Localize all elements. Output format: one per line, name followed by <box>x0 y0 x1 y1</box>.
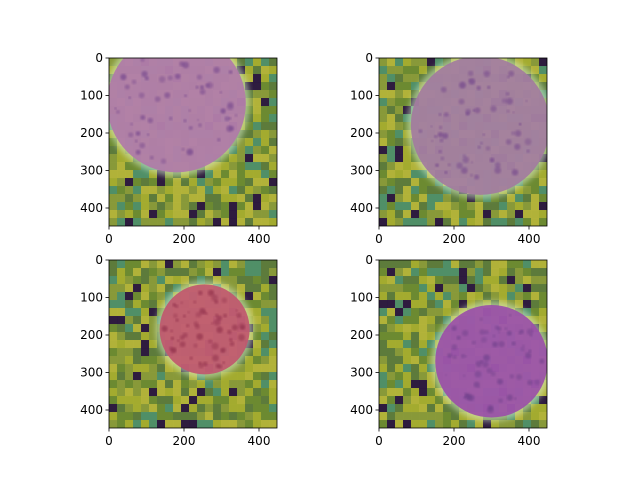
x-tick-label: 200 <box>173 434 196 448</box>
y-tick-label: 400 <box>350 201 373 215</box>
x-tick-label: 0 <box>105 434 113 448</box>
specimen-region <box>435 305 547 418</box>
x-tick-label: 0 <box>375 434 383 448</box>
panel-top-left: 0 200 400 0 100 200 300 400 <box>80 51 278 246</box>
image-top-right <box>379 58 547 226</box>
axes-frame <box>378 57 548 227</box>
specimen-region <box>109 58 246 173</box>
y-tick-label: 200 <box>350 328 373 342</box>
specimen-region <box>159 284 250 375</box>
y-tick-label: 300 <box>80 164 103 178</box>
y-tick-label: 400 <box>80 403 103 417</box>
y-tick-label: 100 <box>350 291 373 305</box>
y-tick-label: 300 <box>350 366 373 380</box>
y-tick-label: 200 <box>350 126 373 140</box>
panel-bottom-right: 0 200 400 0 100 200 300 400 <box>350 253 548 448</box>
axes-frame <box>108 259 278 429</box>
y-tick-label: 200 <box>80 328 103 342</box>
y-tick-label: 200 <box>80 126 103 140</box>
x-tick-label: 0 <box>375 232 383 246</box>
y-tick-label: 300 <box>80 366 103 380</box>
panel-bottom-left: 0 200 400 0 100 200 300 400 <box>80 253 278 448</box>
x-tick-label: 400 <box>248 434 271 448</box>
axes-frame <box>378 259 548 429</box>
axes-frame <box>108 57 278 227</box>
x-tick-label: 0 <box>105 232 113 246</box>
y-tick-label: 0 <box>365 51 373 65</box>
y-tick-label: 0 <box>95 51 103 65</box>
x-tick-label: 200 <box>443 232 466 246</box>
y-tick-label: 100 <box>350 89 373 103</box>
y-tick-label: 0 <box>365 253 373 267</box>
x-tick-label: 200 <box>173 232 196 246</box>
image-bottom-right <box>379 260 547 428</box>
y-tick-label: 400 <box>350 403 373 417</box>
y-tick-label: 100 <box>80 89 103 103</box>
panel-top-right: 0 200 400 0 100 200 300 400 <box>350 51 548 246</box>
image-top-left <box>109 58 277 226</box>
x-tick-label: 400 <box>248 232 271 246</box>
x-tick-label: 400 <box>518 232 541 246</box>
image-bottom-left <box>109 260 277 428</box>
x-tick-label: 200 <box>443 434 466 448</box>
y-tick-label: 400 <box>80 201 103 215</box>
y-tick-label: 100 <box>80 291 103 305</box>
y-tick-label: 0 <box>95 253 103 267</box>
y-tick-label: 300 <box>350 164 373 178</box>
x-tick-label: 400 <box>518 434 541 448</box>
